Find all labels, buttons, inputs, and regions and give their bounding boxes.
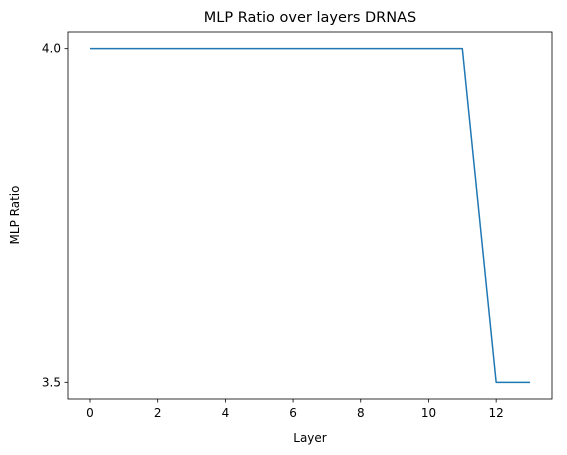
x-tick-label: 6 xyxy=(289,406,297,420)
x-tick-label: 12 xyxy=(489,406,504,420)
x-axis-label: Layer xyxy=(293,431,327,445)
y-axis-ticks: 3.5 4.0 xyxy=(42,42,68,389)
x-tick-label: 2 xyxy=(154,406,162,420)
series-line xyxy=(90,47,530,384)
x-axis-ticks: 0 2 4 6 8 10 12 xyxy=(86,399,504,420)
y-tick-label: 3.5 xyxy=(42,375,61,389)
x-tick-label: 10 xyxy=(421,406,436,420)
chart-title: MLP Ratio over layers DRNAS xyxy=(204,10,416,26)
series-layer xyxy=(90,47,530,384)
x-tick-label: 4 xyxy=(222,406,230,420)
x-tick-label: 0 xyxy=(86,406,94,420)
plot-area-frame xyxy=(67,31,553,400)
x-tick-label: 8 xyxy=(357,406,365,420)
y-axis-label: MLP Ratio xyxy=(8,186,22,245)
y-tick-label: 4.0 xyxy=(42,42,61,56)
